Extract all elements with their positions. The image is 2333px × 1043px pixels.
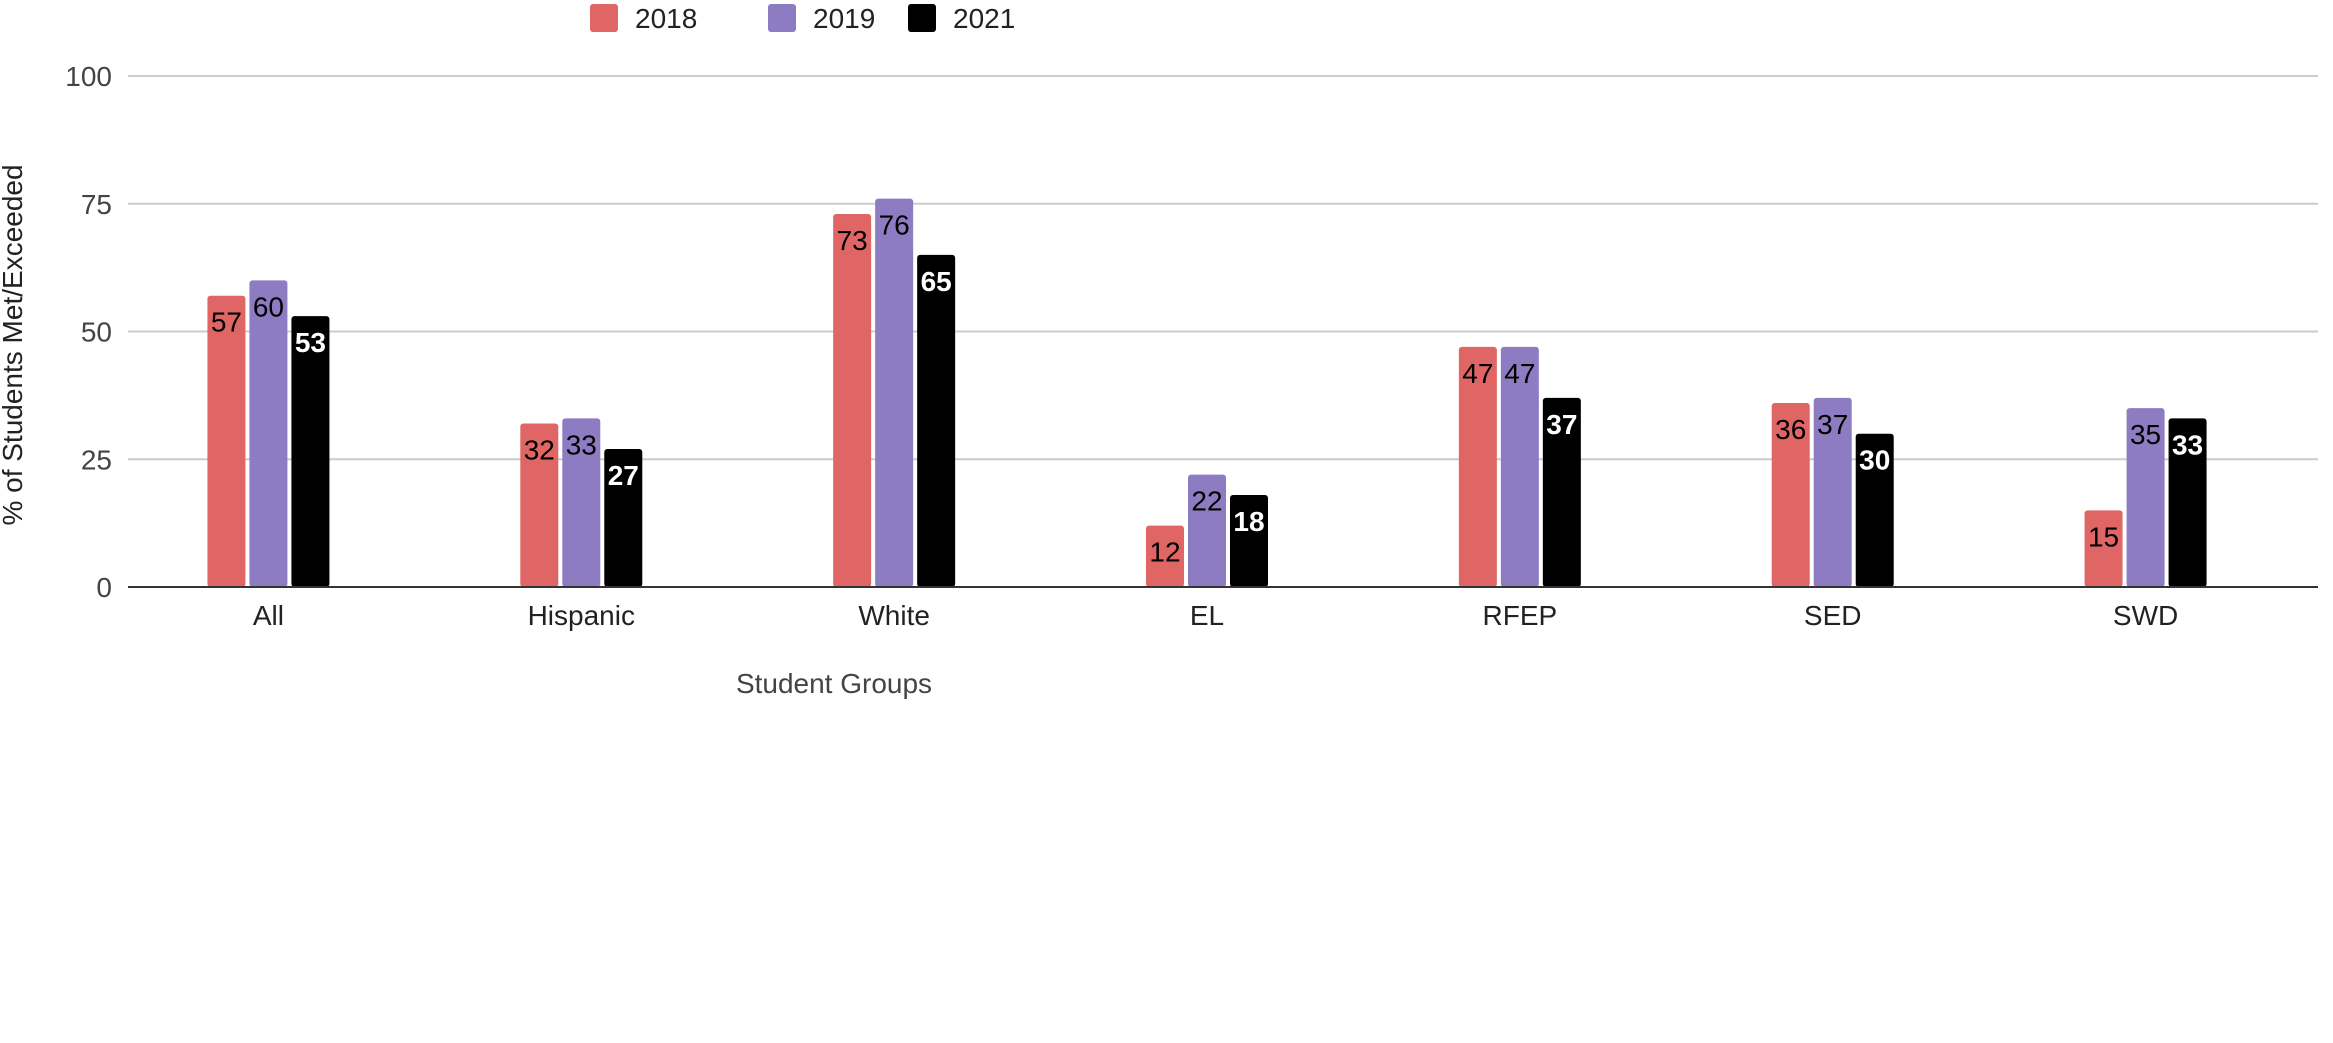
gridlines [128, 75, 2318, 461]
bar-2018-sed [1771, 403, 1810, 587]
legend: 2018 2019 2021 [590, 3, 1015, 34]
bar-2021-swd [2168, 418, 2207, 587]
data-label: 32 [524, 434, 555, 465]
x-tick-label: EL [1190, 600, 1224, 631]
legend-label: 2019 [813, 3, 875, 34]
data-label: 12 [1149, 537, 1180, 568]
bar-2019-hispanic [562, 418, 601, 587]
y-axis-title: % of Students Met/Exceeded [0, 164, 28, 525]
data-label: 35 [2130, 419, 2161, 450]
bar-2021-rfep [1542, 397, 1581, 587]
bar-2018-white [833, 213, 872, 587]
data-label: 27 [608, 460, 639, 491]
bar-2018-hispanic [520, 423, 559, 587]
x-tick-label: RFEP [1483, 600, 1558, 631]
bar-2021-hispanic [604, 449, 643, 587]
data-label: 76 [879, 210, 910, 241]
legend-label: 2018 [635, 3, 697, 34]
y-tick-label: 25 [81, 444, 112, 475]
legend-swatch [590, 4, 618, 32]
legend-swatch [908, 4, 936, 32]
data-label: 57 [211, 307, 242, 338]
data-label: 65 [921, 266, 952, 297]
data-label: 36 [1775, 414, 1806, 445]
legend-swatch [768, 4, 796, 32]
data-label: 15 [2088, 521, 2119, 552]
x-tick-label: SWD [2113, 600, 2178, 631]
data-label: 47 [1504, 358, 1535, 389]
bar-2019-white [875, 198, 914, 587]
bar-2018-el [1146, 525, 1184, 587]
data-label: 60 [253, 291, 284, 322]
bar-2018-swd [2084, 510, 2123, 587]
data-label: 47 [1462, 358, 1493, 389]
data-label: 53 [295, 327, 326, 358]
bar-2018-all [207, 295, 246, 587]
y-axis-ticks: 0 25 50 75 100 [65, 61, 112, 603]
x-axis-title: Student Groups [736, 668, 932, 699]
x-axis-ticks: All Hispanic White EL RFEP SED SWD [253, 600, 2178, 631]
bar-2019-rfep [1500, 346, 1539, 587]
bar-2021-all [291, 316, 330, 587]
x-tick-label: White [858, 600, 930, 631]
bar-2019-sed [1813, 397, 1852, 587]
data-label: 73 [837, 225, 868, 256]
bar-2019-all [249, 280, 288, 587]
legend-label: 2021 [953, 3, 1015, 34]
bar-2019-el [1188, 474, 1226, 587]
y-tick-label: 0 [96, 572, 112, 603]
x-tick-label: All [253, 600, 284, 631]
data-labels: 57 60 53 32 33 27 73 76 65 12 22 18 47 47 37 36 37 30 15 35… [211, 210, 2203, 568]
x-tick-label: SED [1804, 600, 1862, 631]
data-label: 37 [1546, 409, 1577, 440]
y-tick-label: 100 [65, 61, 112, 92]
bar-2021-white [917, 254, 956, 587]
data-label: 37 [1817, 409, 1848, 440]
x-tick-label: Hispanic [528, 600, 635, 631]
bar-2021-el [1230, 495, 1268, 587]
data-label: 33 [566, 429, 597, 460]
bar-2021-sed [1855, 433, 1894, 587]
y-tick-label: 75 [81, 189, 112, 220]
data-label: 18 [1233, 506, 1264, 537]
data-label: 33 [2172, 429, 2203, 460]
bar-2018-rfep [1458, 346, 1497, 587]
bars [207, 198, 2207, 587]
data-label: 30 [1859, 445, 1890, 476]
y-tick-label: 50 [81, 317, 112, 348]
data-label: 22 [1191, 486, 1222, 517]
bar-2019-swd [2126, 408, 2165, 587]
